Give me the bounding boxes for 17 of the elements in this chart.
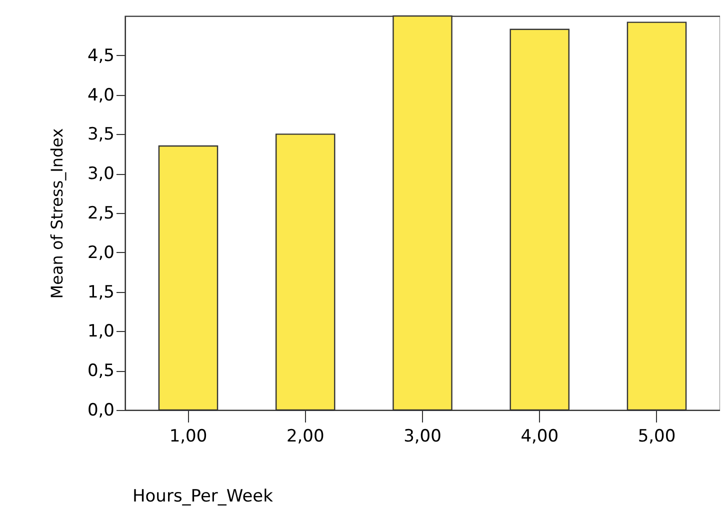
y-tick-label: 4,0 (87, 85, 114, 106)
x-tick-label: 2,00 (286, 426, 324, 446)
y-tick-label: 0,5 (87, 361, 114, 382)
x-tick-label: 5,00 (638, 426, 676, 446)
y-axis-title: Mean of Stress_Index (47, 128, 66, 299)
y-tick-label: 3,0 (87, 164, 114, 184)
y-tick-label: 4,5 (87, 46, 114, 66)
x-tick-label: 4,00 (520, 426, 559, 446)
y-tick-label: 1,5 (87, 282, 114, 302)
y-tick-label: 1,0 (87, 322, 114, 342)
x-tick-label: 1,00 (169, 426, 208, 446)
y-tick-label: 0,0 (87, 400, 114, 420)
y-tick-label: 2,0 (87, 242, 114, 263)
x-tick-label: 3,00 (404, 426, 442, 446)
y-tick-label: 2,5 (87, 204, 114, 224)
x-axis-title: Hours_Per_Week (132, 486, 274, 506)
y-tick-label: 3,5 (87, 124, 114, 145)
